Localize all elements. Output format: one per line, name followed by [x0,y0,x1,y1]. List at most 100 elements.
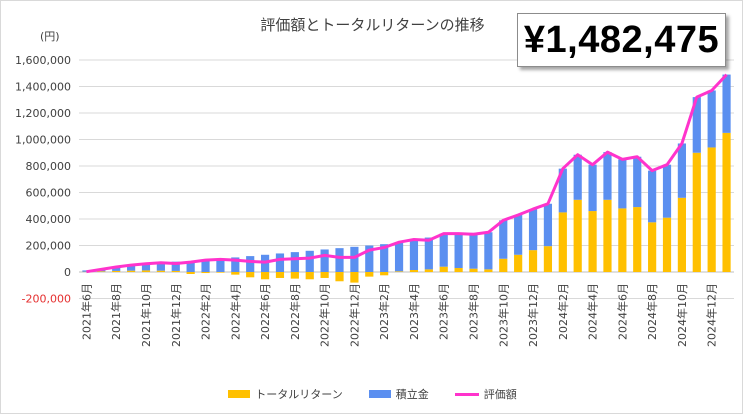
y-tick-label: 1,000,000 [15,134,71,147]
x-tick-label: 2021年6月 [79,283,93,340]
bar-contribution [455,234,463,268]
legend-label-total-return: トータルリターン [255,386,342,402]
bar-total-return [380,272,388,275]
y-tick-labels: -200,000 0 200,000 400,000 600,000 800,000 1,0… [15,54,71,306]
bar-total-return [574,200,582,272]
bar-total-return [246,272,254,277]
bar-total-return [484,269,492,272]
bar-contribution [395,242,403,271]
bar-contribution [306,251,314,272]
y-tick-label: -200,000 [22,293,71,306]
bar-total-return [201,272,209,273]
bar-total-return [603,200,611,272]
y-tick-label: 200,000 [26,240,72,253]
bar-total-return [588,211,596,272]
bar-contribution [321,249,329,272]
bar-contribution [603,152,611,200]
bar-contribution [499,220,507,258]
x-tick-label: 2023年2月 [377,283,391,340]
bar-contribution [350,247,358,272]
bar-total-return [112,271,120,272]
y-tick-label: 0 [64,266,71,279]
x-tick-label: 2022年8月 [288,283,302,340]
bar-contribution [440,234,448,267]
bar-total-return [172,271,180,272]
bar-total-return [291,272,299,279]
bar-contribution [246,256,254,272]
valuation-line-layer [86,75,726,272]
bar-total-return [648,222,656,272]
bar-total-return [365,272,373,277]
x-tick-label: 2022年12月 [347,283,361,347]
legend-label-contribution: 積立金 [396,386,429,402]
bar-total-return [127,271,135,272]
bar-total-return [708,147,716,272]
bar-total-return [722,133,730,272]
bar-total-return [306,272,314,279]
bar-contribution [618,159,626,208]
bar-contribution [648,171,656,223]
bar-total-return [455,268,463,272]
bar-contribution [335,248,343,272]
y-tick-label: 400,000 [26,213,72,226]
bar-contribution [722,75,730,133]
bar-total-return [425,269,433,272]
legend-swatch-valuation [455,393,479,396]
bar-contribution [678,143,686,197]
legend-item-total-return: トータルリターン [228,386,342,402]
bar-total-return [97,271,105,272]
bar-total-return [276,272,284,278]
bar-total-return [693,153,701,272]
bar-total-return [231,272,239,275]
valuation-line [86,75,726,272]
x-tick-label: 2023年12月 [526,283,540,347]
legend: トータルリターン 積立金 評価額 [1,385,743,403]
x-tick-label: 2024年2月 [556,283,570,340]
bar-layer [82,75,730,283]
legend-item-valuation: 評価額 [455,386,517,402]
bar-contribution [588,165,596,211]
x-tick-label: 2023年10月 [496,283,510,347]
x-tick-label: 2022年4月 [228,283,242,340]
bar-total-return [395,271,403,272]
y-tick-label: 800,000 [26,160,72,173]
bar-contribution [469,233,477,269]
bar-total-return [335,272,343,281]
bar-total-return [633,207,641,272]
bar-total-return [544,246,552,272]
legend-swatch-contribution [369,390,391,398]
bar-total-return [410,270,418,272]
bar-total-return [142,270,150,272]
bar-total-return [514,255,522,272]
bar-contribution [410,240,418,270]
bar-total-return [499,259,507,272]
bar-total-return [440,267,448,272]
x-tick-label: 2023年4月 [407,283,421,340]
bar-total-return [618,208,626,272]
x-tick-label: 2024年10月 [675,283,689,347]
bar-contribution [708,90,716,147]
y-tick-label: 600,000 [26,187,72,200]
bar-total-return [216,272,224,273]
x-tick-label: 2021年12月 [169,283,183,347]
x-tick-label: 2021年8月 [109,283,123,340]
x-tick-label: 2022年2月 [199,283,213,340]
x-tick-label: 2022年6月 [258,283,272,340]
legend-item-contribution: 積立金 [369,386,429,402]
bar-contribution [663,165,671,218]
bar-contribution [514,215,522,255]
bar-contribution [529,209,537,250]
x-tick-label: 2021年10月 [139,283,153,347]
bar-total-return [350,272,358,283]
bar-total-return [529,250,537,272]
bar-contribution [276,253,284,272]
x-tick-label: 2024年12月 [705,283,719,347]
y-tick-label: 1,600,000 [15,54,71,67]
x-tick-label: 2024年4月 [586,283,600,340]
y-tick-label: 1,200,000 [15,107,71,120]
bar-total-return [321,272,329,278]
bar-total-return [469,269,477,272]
x-tick-label: 2023年6月 [437,283,451,340]
y-tick-label: 1,400,000 [15,81,71,94]
